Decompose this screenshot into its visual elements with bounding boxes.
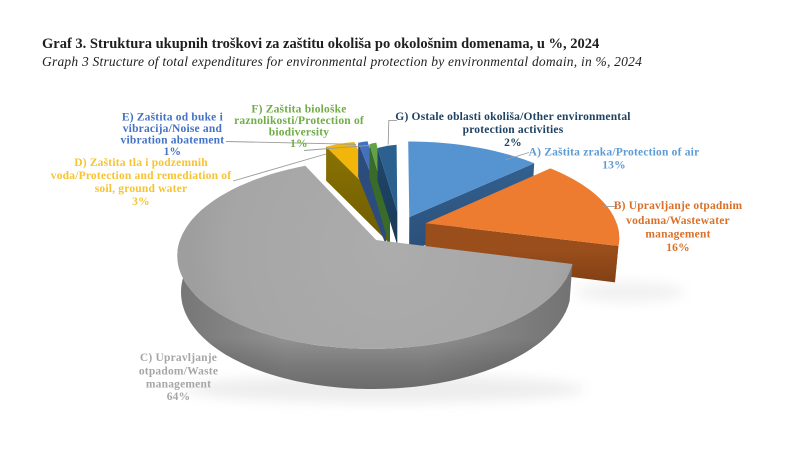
svg-text:vibration abatement: vibration abatement (121, 135, 225, 147)
svg-text:2%: 2% (504, 137, 522, 149)
svg-text:13%: 13% (602, 160, 626, 172)
svg-text:64%: 64% (167, 391, 191, 403)
svg-text:B) Upravljanje otpadnim: B) Upravljanje otpadnim (614, 200, 743, 212)
svg-text:otpadom/Waste: otpadom/Waste (139, 365, 218, 377)
svg-text:voda/Protection and remediatio: voda/Protection and remediation of (51, 170, 231, 182)
svg-text:Graf 3. Struktura ukupnih troš: Graf 3. Struktura ukupnih troškovi za za… (42, 36, 599, 52)
svg-text:Graph 3 Structure of total exp: Graph 3 Structure of total expenditures … (42, 54, 642, 69)
svg-text:management: management (146, 379, 211, 391)
svg-text:raznolikosti/Protection of: raznolikosti/Protection of (234, 115, 364, 127)
svg-text:protection activities: protection activities (463, 124, 564, 136)
svg-text:3%: 3% (132, 196, 150, 208)
svg-text:16%: 16% (666, 242, 690, 254)
svg-text:1%: 1% (290, 138, 308, 150)
svg-text:soil, ground water: soil, ground water (95, 183, 188, 195)
svg-text:vibracija/Noise and: vibracija/Noise and (123, 123, 223, 135)
svg-text:E) Zaštita od buke i: E) Zaštita od buke i (122, 112, 224, 124)
svg-text:A) Zaštita zraka/Protection of: A) Zaštita zraka/Protection of air (529, 147, 700, 159)
svg-text:D) Zaštita tla i podzemnih: D) Zaštita tla i podzemnih (74, 157, 208, 169)
svg-text:C) Upravljanje: C) Upravljanje (140, 352, 217, 364)
svg-text:management: management (645, 229, 710, 241)
svg-text:vodama/Wastewater: vodama/Wastewater (626, 215, 730, 227)
svg-text:biodiversity: biodiversity (269, 127, 330, 139)
svg-text:G) Ostale oblasti okoliša/Othe: G) Ostale oblasti okoliša/Other environm… (395, 111, 630, 123)
svg-text:1%: 1% (164, 146, 182, 158)
svg-text:F) Zaštita biološke: F) Zaštita biološke (251, 104, 346, 116)
